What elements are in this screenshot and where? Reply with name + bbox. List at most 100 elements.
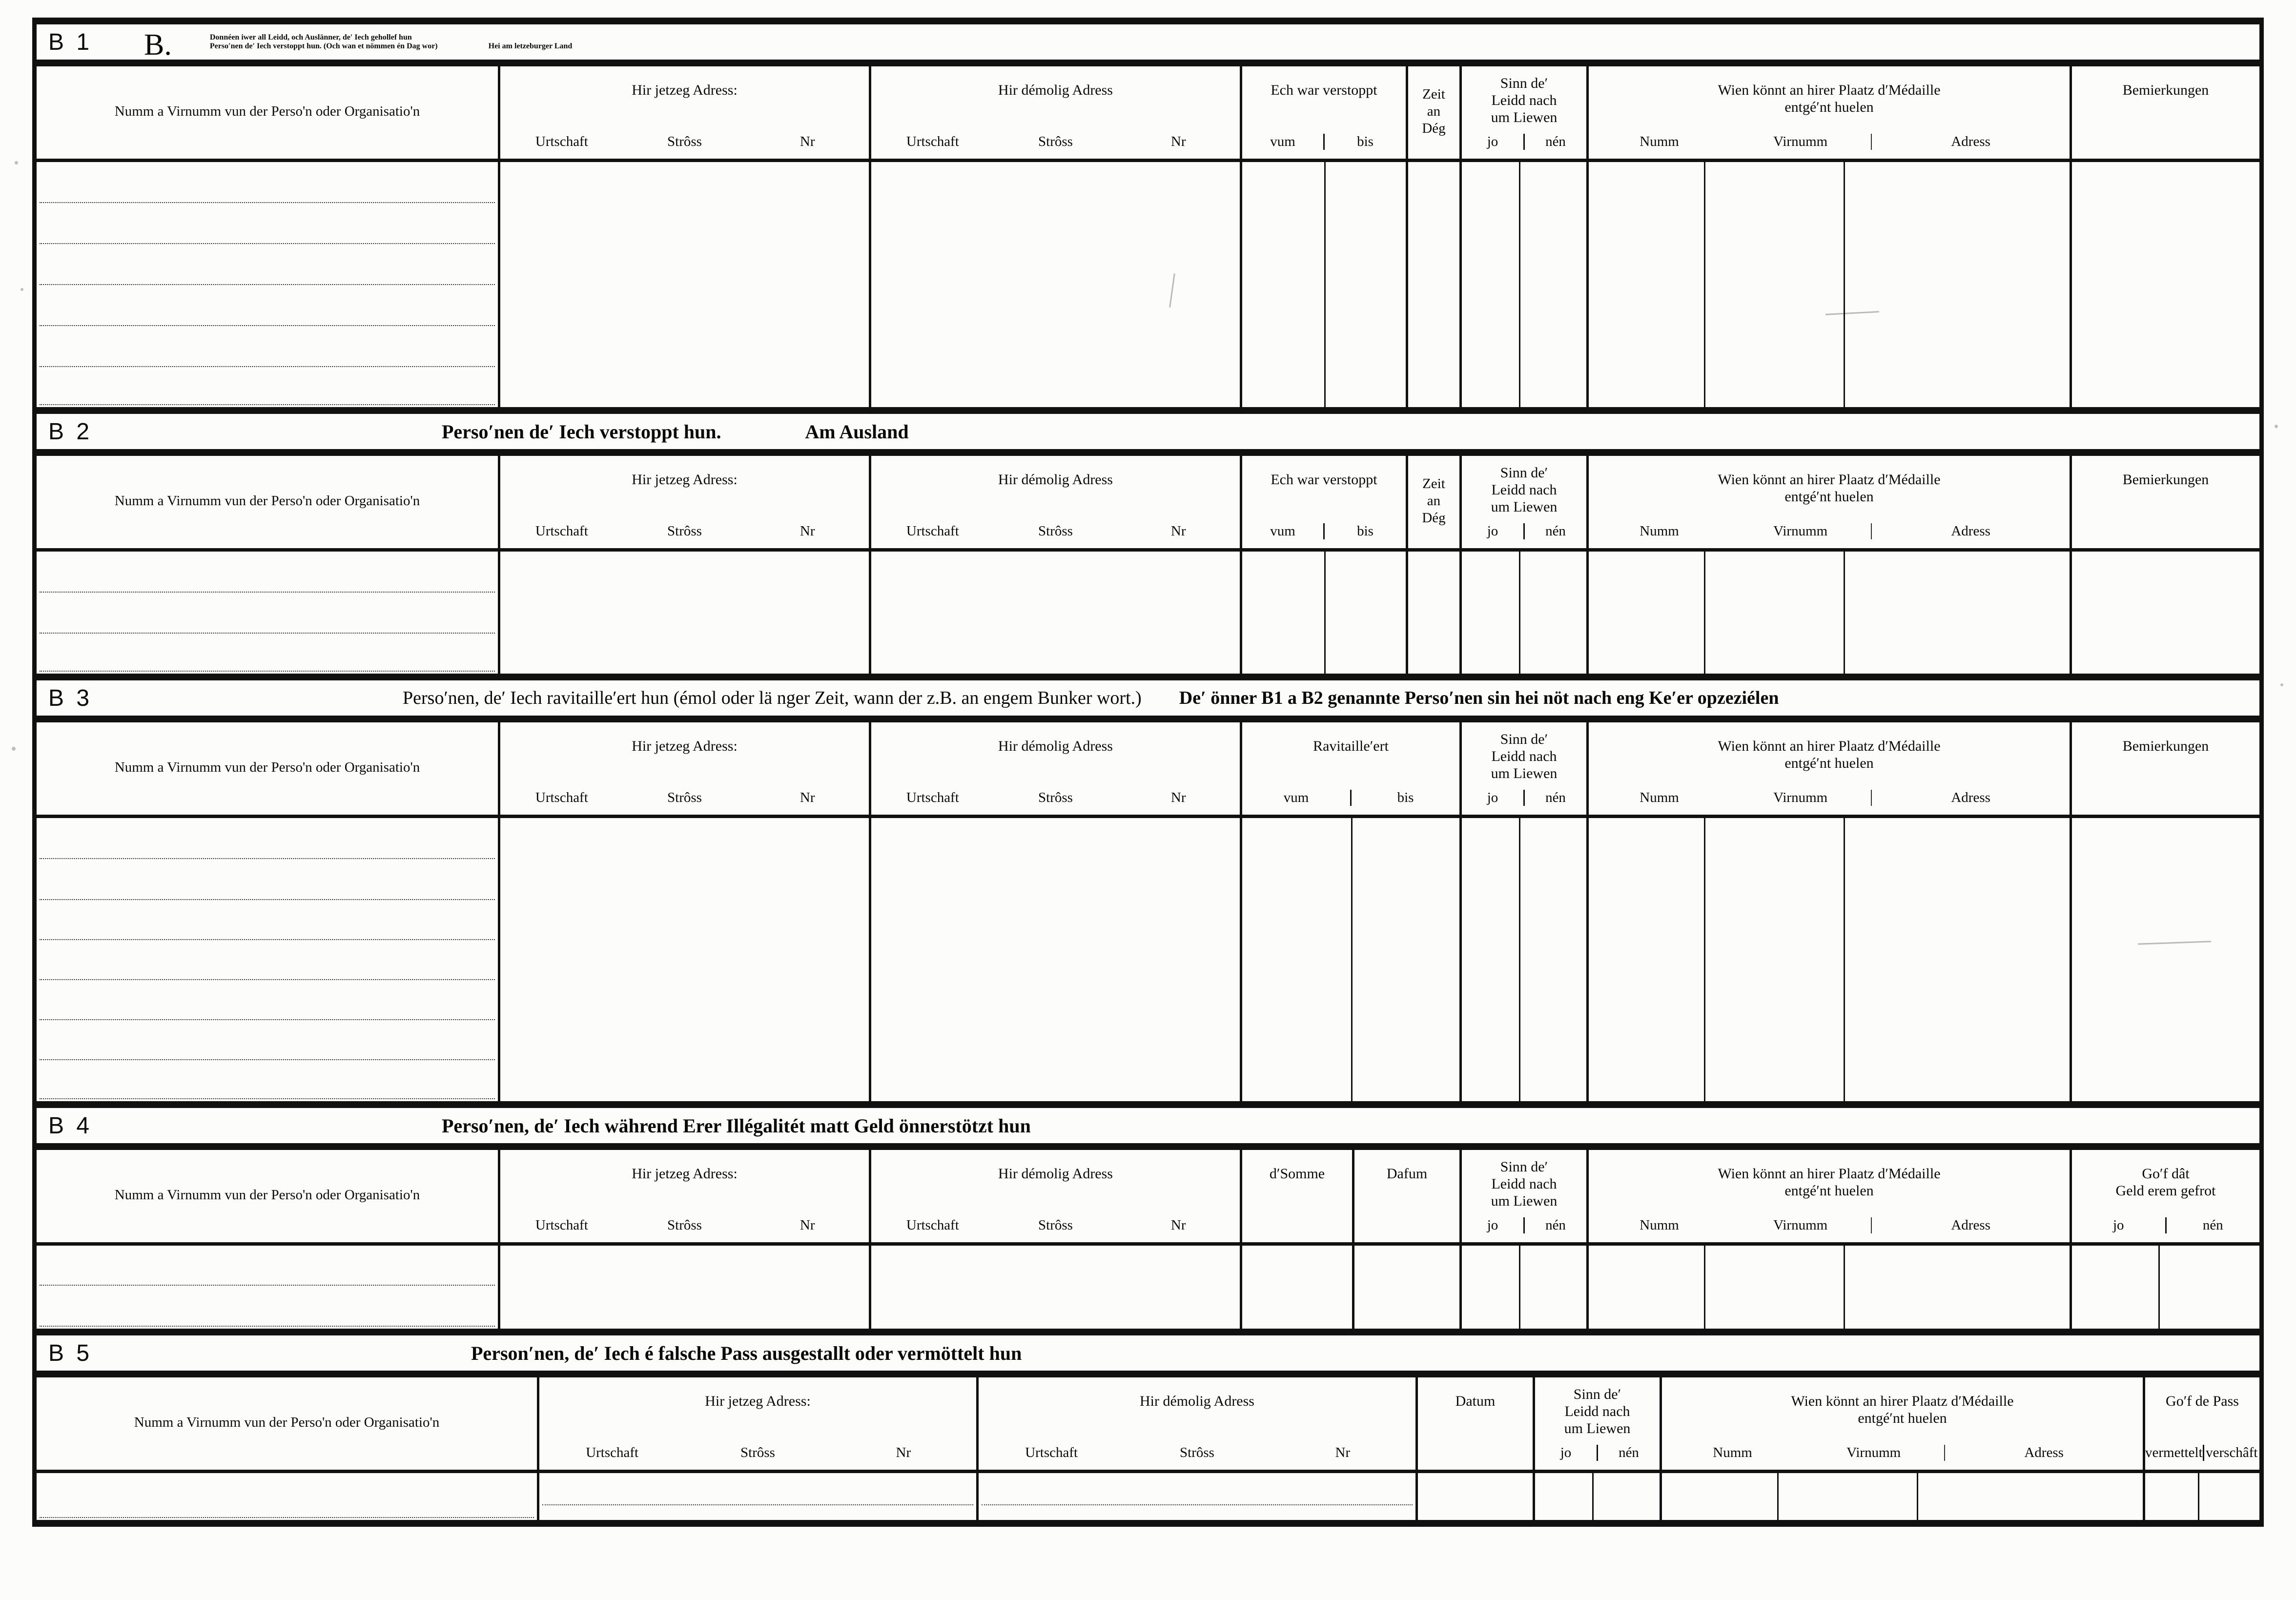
section-b4-code: B 4	[48, 1112, 93, 1139]
alive-line1: Sinn de′	[1500, 731, 1548, 747]
col-current-address: Hir jetzeg Adress: Urtschaft Strôss Nr	[500, 722, 871, 815]
col-still-alive-label: Sinn de′ Leidd nach um Liewen	[1491, 727, 1558, 782]
sub-number: Nr	[1170, 134, 1186, 149]
section-b5-rows	[37, 1473, 2259, 1527]
section-b2-heading: Perso′nen de′ Iech verstoppt hun.	[442, 420, 721, 443]
section-b2-header-row: Numm a Virnumm vun der Perso'n oder Orga…	[37, 456, 2259, 552]
section-b3-rows	[37, 818, 2259, 1101]
sub-street: Strôss	[1038, 523, 1073, 539]
col-current-address: Hir jetzeg Adress: Urtschaft Strôss Nr	[500, 456, 871, 548]
sub-street: Strôss	[667, 523, 702, 539]
col-medal-proxy-label: Wien könnt an hirer Plaatz d′Médaille en…	[1718, 461, 1940, 506]
sub-yes: jo	[1560, 1445, 1572, 1460]
sub-street: Strôss	[1180, 1445, 1214, 1460]
sub-locality: Urtschaft	[906, 523, 959, 539]
section-b1-code: B 1	[48, 29, 93, 55]
section-b3-header-row: Numm a Virnumm vun der Perso'n oder Orga…	[37, 722, 2259, 818]
medal-line1: Wien könnt an hirer Plaatz d′Médaille	[1718, 472, 1941, 488]
col-name-org: Numm a Virnumm vun der Perso'n oder Orga…	[37, 722, 500, 815]
sub-arranged: vermettelt	[2145, 1445, 2203, 1460]
col-current-address: Hir jetzeg Adress: Urtschaft Strôss Nr	[539, 1377, 979, 1470]
sub-address: Adress	[1871, 523, 2070, 539]
col-still-alive: Sinn de′ Leidd nach um Liewen jo nén	[1462, 1150, 1589, 1242]
sub-street: Strôss	[667, 1217, 702, 1233]
col-former-address-label: Hir démolig Adress	[998, 738, 1113, 754]
col-medal-proxy: Wien könnt an hirer Plaatz d′Médaille en…	[1662, 1377, 2145, 1470]
section-b2-rows	[37, 552, 2259, 674]
col-date: Dafum	[1354, 1150, 1462, 1242]
sub-locality: Urtschaft	[1025, 1445, 1078, 1460]
section-b3: B 3 Perso′nen, de′ Iech ravitaille′ert h…	[32, 674, 2264, 1101]
sub-street: Strôss	[1038, 134, 1073, 149]
col-former-address-label: Hir démolig Adress	[1140, 1393, 1254, 1409]
col-current-address-subs: Urtschaft Strôss Nr	[500, 790, 869, 808]
sub-address: Adress	[1944, 1445, 2143, 1461]
section-b5-heading: Person′nen, de′ Iech é falsche Pass ausg…	[471, 1342, 1022, 1364]
col-money-refund-subs: jo nén	[2072, 1217, 2259, 1235]
alive-line2: Leidd nach	[1491, 92, 1557, 108]
col-remarks-label: Bemierkungen	[2122, 82, 2209, 98]
col-duration-days: Zeit an Dég	[1408, 66, 1462, 159]
section-b3-title-bar: B 3 Perso′nen, de′ Iech ravitaille′ert h…	[37, 674, 2259, 722]
alive-line1: Sinn de′	[1500, 1159, 1548, 1175]
sub-street: Strôss	[1038, 1217, 1073, 1233]
section-b2: B 2 Perso′nen de′ Iech verstoppt hun. Am…	[32, 407, 2264, 674]
duration-line1: Zeit	[1422, 476, 1445, 492]
col-still-alive-subs: jo nén	[1462, 1217, 1586, 1235]
table-row[interactable]	[37, 162, 2259, 407]
col-current-address-label: Hir jetzeg Adress:	[632, 82, 738, 98]
col-still-alive-subs: jo nén	[1462, 523, 1586, 541]
col-still-alive-label: Sinn de′ Leidd nach um Liewen	[1491, 1155, 1558, 1210]
medal-line2: entgé′nt huelen	[1784, 488, 1874, 505]
medal-line2: entgé′nt huelen	[1784, 99, 1874, 115]
form-sheet: B 1 B. Donnéen iwer all Leidd, och Auslä…	[32, 18, 2264, 1570]
col-still-alive-label: Sinn de′ Leidd nach um Liewen	[1564, 1382, 1631, 1437]
sub-number: Nr	[800, 790, 815, 805]
duration-line3: Dég	[1422, 120, 1446, 136]
sub-address: Adress	[1871, 1217, 2070, 1233]
col-hidden-period: Ech war verstoppt vum bis	[1242, 456, 1408, 548]
sub-yes: jo	[1487, 1217, 1498, 1233]
alive-line2: Leidd nach	[1491, 481, 1557, 498]
sub-number: Nr	[800, 134, 815, 149]
table-row[interactable]	[37, 1473, 2259, 1527]
col-medal-proxy: Wien könnt an hirer Plaatz d′Médaille en…	[1589, 722, 2072, 815]
col-former-address-subs: Urtschaft Strôss Nr	[871, 1217, 1240, 1235]
col-supplied-period-label: Ravitaille′ert	[1313, 738, 1389, 754]
duration-line3: Dég	[1422, 510, 1446, 526]
section-b1-heading-line2a: Perso′nen de′ Iech verstoppt hun. (Och w…	[209, 42, 438, 50]
table-row[interactable]	[37, 818, 2259, 1101]
col-remarks-label: Bemierkungen	[2122, 738, 2209, 754]
sub-number: Nr	[1170, 523, 1186, 539]
col-remarks: Bemierkungen	[2072, 456, 2259, 548]
table-row[interactable]	[37, 552, 2259, 674]
col-former-address-subs: Urtschaft Strôss Nr	[979, 1445, 1415, 1463]
alive-line1: Sinn de′	[1500, 465, 1548, 481]
sub-to: bis	[1323, 134, 1406, 150]
sub-locality: Urtschaft	[906, 790, 959, 805]
medal-line2: entgé′nt huelen	[1784, 1182, 1874, 1199]
section-b2-title-bar: B 2 Perso′nen de′ Iech verstoppt hun. Am…	[37, 407, 2259, 456]
col-current-address-label: Hir jetzeg Adress:	[632, 472, 738, 488]
col-medal-proxy-label: Wien könnt an hirer Plaatz d′Médaille en…	[1718, 727, 1940, 772]
col-sum-label: d′Somme	[1269, 1166, 1325, 1182]
table-row[interactable]	[37, 1246, 2259, 1329]
medal-line1: Wien könnt an hirer Plaatz d′Médaille	[1718, 738, 1941, 754]
sub-number: Nr	[1335, 1445, 1351, 1460]
sub-no: nén	[1523, 1217, 1586, 1233]
col-still-alive: Sinn de′ Leidd nach um Liewen jo nén	[1462, 66, 1589, 159]
col-name-org-label: Numm a Virnumm vun der Perso'n oder Orga…	[114, 759, 420, 776]
sub-to: bis	[1323, 523, 1406, 539]
sub-no: nén	[1523, 134, 1586, 150]
refund-line2: Geld erem gefrot	[2115, 1182, 2216, 1199]
col-duration-days: Zeit an Dég	[1408, 456, 1462, 548]
sub-number: Nr	[1170, 1217, 1186, 1233]
col-medal-proxy-subs: Numm Virnumm Adress	[1589, 134, 2070, 152]
col-duration-days-label: Zeit an Dég	[1422, 461, 1445, 541]
refund-line1: Go′f dât	[2142, 1166, 2190, 1182]
col-supplied-period-subs: vum bis	[1242, 790, 1459, 808]
col-current-address-label: Hir jetzeg Adress:	[632, 738, 738, 754]
sub-locality: Urtschaft	[906, 1217, 959, 1233]
sub-number: Nr	[1170, 790, 1186, 805]
col-passport-origin-subs: vermettelt verschâft	[2145, 1445, 2259, 1463]
